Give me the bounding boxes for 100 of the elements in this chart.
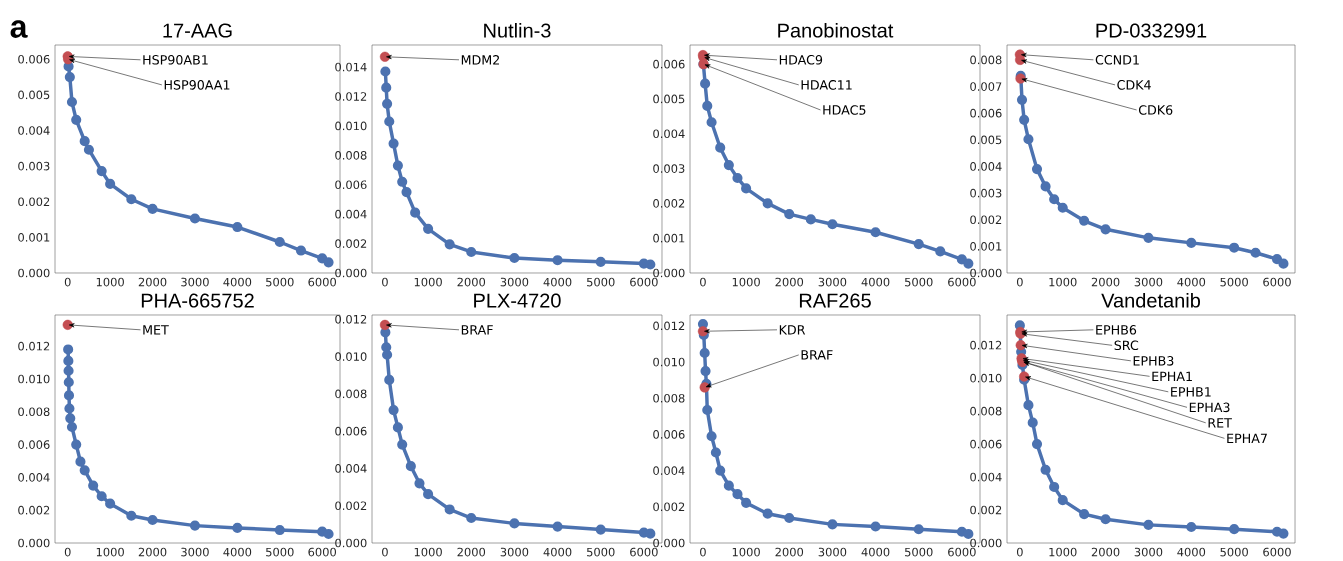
annotation: MDM2 (461, 55, 500, 65)
annotation: HDAC9 (779, 55, 823, 65)
y-tick-label: 0.005 (970, 135, 1002, 145)
y-tick-label: 0.000 (335, 538, 367, 548)
x-tick-label: 4000 (543, 277, 572, 287)
y-tick-label: 0.008 (970, 406, 1002, 416)
y-tick-label: 0.006 (653, 430, 685, 439)
y-tick-label: 0.001 (653, 233, 685, 243)
y-tick-label: 0.008 (335, 150, 367, 160)
annotation: HDAC5 (823, 105, 866, 115)
annotation: SRC (1114, 340, 1139, 351)
annotation: CDK4 (1117, 80, 1151, 90)
x-tick-label: 2000 (138, 277, 167, 287)
y-tick-label: 0.002 (653, 199, 685, 208)
y-tick-label: 0.004 (18, 126, 50, 135)
annotation: EPHB6 (1096, 325, 1137, 335)
chart-title: RAF265 (799, 293, 871, 308)
x-tick-label: 6000 (630, 547, 658, 557)
x-tick-label: 3000 (500, 547, 529, 557)
x-tick-label: 6000 (1263, 277, 1291, 287)
y-tick-label: 0.000 (335, 268, 367, 278)
x-tick-label: 1000 (732, 277, 760, 287)
y-tick-label: 0.003 (970, 188, 1002, 198)
x-tick-label: 6000 (948, 277, 976, 287)
y-tick-label: 0.010 (335, 352, 367, 361)
x-tick-label: 2000 (457, 277, 486, 287)
x-tick-label: 4000 (223, 547, 252, 557)
annotation: EPHB1 (1171, 387, 1211, 397)
x-tick-label: 6000 (1263, 547, 1291, 557)
annotation: BRAF (801, 350, 833, 360)
x-tick-label: 0 (382, 547, 388, 557)
x-tick-label: 4000 (543, 547, 572, 557)
chart-title: Vandetanib (1101, 292, 1201, 308)
y-tick-label: 0.002 (335, 239, 367, 248)
y-tick-label: 0.006 (970, 439, 1002, 449)
x-tick-label: 1000 (732, 547, 760, 557)
x-tick-label: 0 (382, 277, 388, 287)
annotation: KDR (779, 325, 806, 335)
x-tick-label: 5000 (266, 277, 294, 287)
y-tick-label: 0.014 (335, 62, 367, 72)
y-tick-label: 0.004 (335, 464, 367, 473)
x-tick-label: 4000 (861, 547, 890, 557)
y-tick-label: 0.000 (18, 538, 50, 548)
annotation: EPHA1 (1152, 371, 1192, 381)
y-tick-label: 0.012 (18, 341, 50, 351)
x-tick-label: 0 (64, 277, 71, 287)
y-tick-label: 0.002 (18, 197, 50, 207)
x-tick-label: 4000 (1177, 547, 1206, 557)
y-tick-label: 0.008 (18, 407, 50, 417)
x-tick-label: 1000 (96, 547, 124, 557)
text: a (10, 20, 28, 38)
chart-title: PHA-665752 (141, 293, 254, 308)
x-tick-label: 5000 (905, 277, 933, 287)
y-tick-label: 0.005 (18, 90, 50, 100)
y-tick-label: 0.000 (970, 538, 1002, 548)
x-tick-label: 2000 (775, 277, 804, 287)
chart-title: Panobinostat (778, 22, 894, 38)
annotation: BRAF (461, 325, 493, 335)
x-tick-label: 3000 (1134, 547, 1163, 557)
x-tick-label: 4000 (223, 277, 252, 287)
y-tick-label: 0.012 (970, 340, 1002, 350)
x-tick-label: 2000 (775, 547, 804, 557)
x-tick-label: 2000 (1091, 277, 1120, 287)
y-tick-label: 0.008 (653, 393, 685, 403)
y-tick-label: 0.004 (335, 209, 367, 219)
y-tick-label: 0.012 (335, 314, 367, 324)
x-tick-label: 1000 (414, 277, 442, 287)
x-tick-label: 2000 (1091, 547, 1120, 557)
y-tick-label: 0.002 (653, 502, 685, 512)
x-tick-label: 6000 (308, 547, 337, 557)
chart-title: Nutlin-3 (484, 22, 551, 38)
y-tick-label: 0.001 (18, 233, 50, 242)
x-tick-label: 3000 (818, 547, 847, 557)
chart-title: PD-0332991 (1096, 23, 1207, 38)
x-tick-label: 6000 (630, 277, 658, 287)
x-tick-label: 0 (1016, 277, 1023, 287)
x-tick-label: 5000 (1220, 277, 1248, 287)
annotation: CCND1 (1095, 55, 1139, 65)
x-tick-label: 6000 (948, 547, 976, 557)
y-tick-label: 0.000 (18, 268, 50, 278)
annotation: HSP90AA1 (164, 80, 230, 90)
y-tick-label: 0.004 (18, 473, 50, 482)
annotation: EPHA7 (1227, 433, 1267, 443)
x-tick-label: 3000 (500, 277, 529, 287)
y-tick-label: 0.000 (653, 268, 685, 278)
y-tick-label: 0.006 (970, 108, 1002, 118)
x-tick-label: 3000 (1134, 277, 1163, 287)
y-tick-label: 0.004 (653, 129, 685, 139)
y-tick-label: 0.002 (970, 505, 1002, 515)
y-tick-label: 0.002 (18, 505, 50, 515)
x-tick-label: 5000 (266, 547, 294, 557)
x-tick-label: 5000 (1220, 547, 1248, 557)
x-tick-label: 1000 (96, 277, 124, 287)
y-tick-label: 0.005 (653, 94, 685, 104)
x-tick-label: 2000 (457, 547, 486, 557)
annotation: HDAC11 (801, 80, 852, 90)
y-tick-label: 0.004 (970, 162, 1002, 171)
x-tick-label: 3000 (181, 547, 209, 557)
annotation: EPHA3 (1189, 402, 1230, 413)
y-tick-label: 0.008 (970, 55, 1002, 65)
